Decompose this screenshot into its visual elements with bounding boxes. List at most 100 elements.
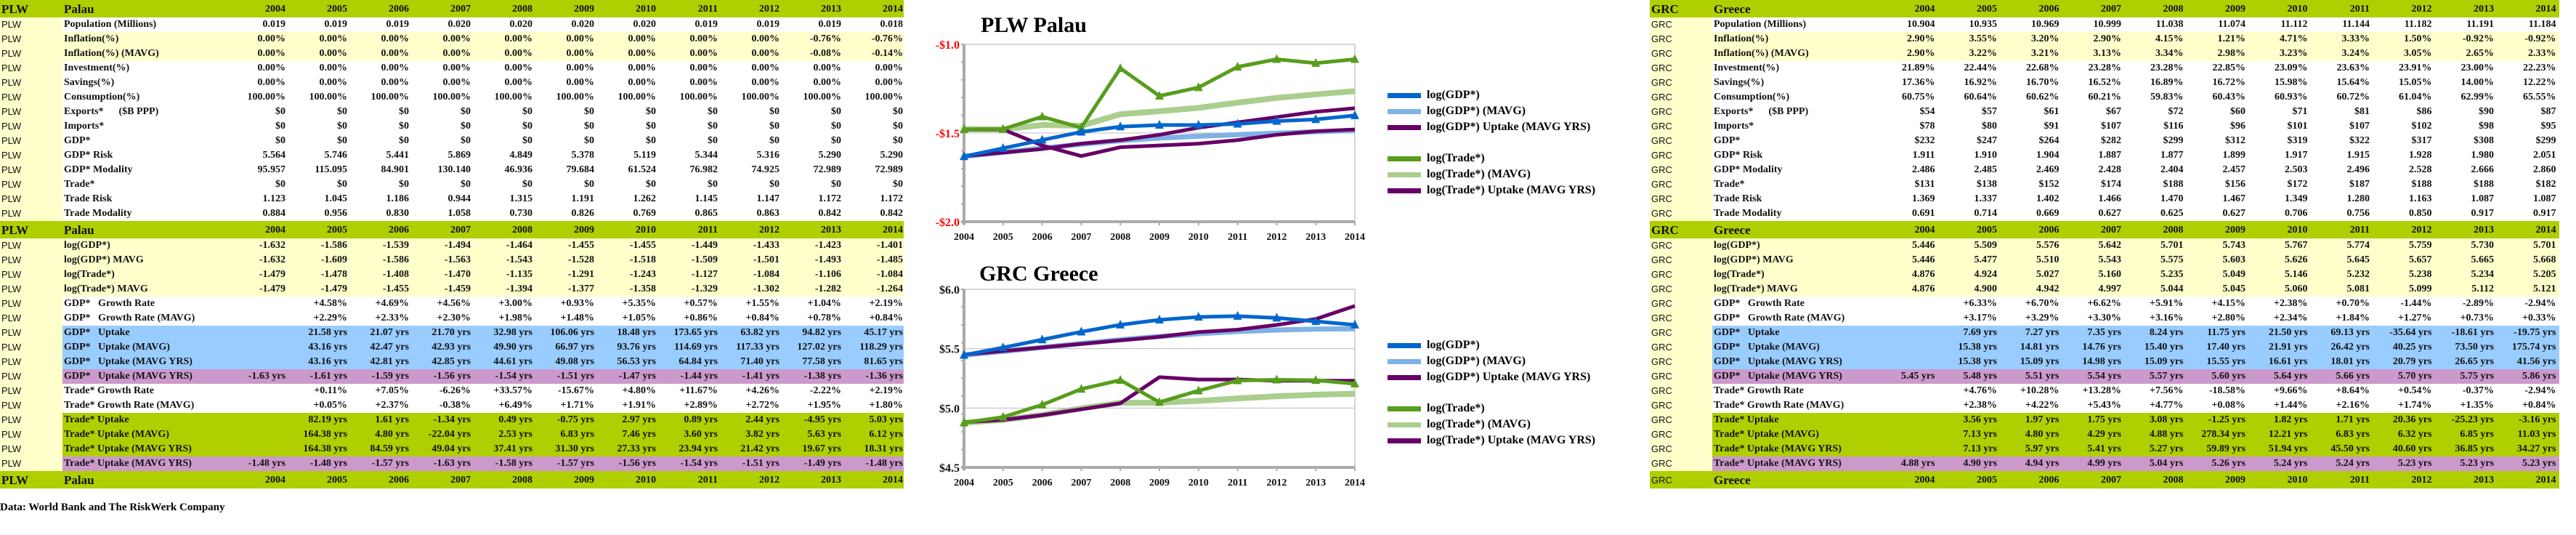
- year-header: 2014: [883, 225, 903, 236]
- table-row: PLW Trade* Uptake (MAVG YRS) -1.48 yrs -1.4…: [0, 456, 904, 471]
- value-cell: -1.455: [567, 240, 594, 251]
- value-cell: +6.33%: [1963, 298, 1997, 309]
- y-tick-label: $4.5: [939, 462, 960, 475]
- data-point-marker: [1116, 121, 1125, 131]
- value-cell: 4.99 yrs: [2087, 458, 2121, 469]
- value-cell: 1.172: [818, 193, 842, 204]
- value-cell: 100.00%: [803, 92, 842, 102]
- row-country-code: GRC: [1650, 61, 1712, 76]
- value-cell: +3.29%: [2025, 313, 2059, 323]
- value-cell: 5.027: [2036, 269, 2059, 280]
- table-row: GRC Investment(%) 21.89% 22.44% 22.68% 23.28%…: [1650, 61, 2559, 76]
- row-country-code: PLW: [0, 192, 62, 206]
- value-cell: $0: [893, 135, 903, 146]
- value-cell: $131: [1914, 179, 1935, 190]
- value-cell: $156: [2225, 179, 2245, 190]
- table-row: PLW GDP* Uptake (MAVG) 43.16 yrs 42.47 yrs 4…: [0, 340, 904, 355]
- row-label: log(Trade*): [1714, 269, 1765, 280]
- value-cell: 5.081: [2346, 283, 2370, 294]
- value-cell: +11.67%: [679, 385, 718, 396]
- value-cell: 0.00%: [751, 33, 780, 44]
- value-cell: 5.543: [2098, 254, 2122, 265]
- value-cell: 5.97 yrs: [2025, 443, 2059, 454]
- value-cell: 5.48 yrs: [1963, 371, 1997, 382]
- year-header: 2009: [574, 225, 594, 236]
- value-cell: 8.24 yrs: [2149, 327, 2184, 338]
- value-cell: 2.051: [2533, 150, 2556, 161]
- value-cell: 100.00%: [494, 92, 533, 102]
- table-row: PLW Trade Modality 0.884 0.956 0.830 1.058 0.7…: [0, 206, 904, 221]
- value-cell: 0.884: [262, 208, 286, 219]
- value-cell: $0: [584, 106, 594, 117]
- row-label: Trade* Uptake (MAVG): [64, 429, 169, 440]
- value-cell: 42.81 yrs: [370, 356, 409, 367]
- value-cell: $98: [2479, 121, 2494, 132]
- legend-swatch: [1388, 188, 1421, 193]
- value-cell: -0.92%: [2462, 33, 2494, 44]
- country-name: Greece: [1714, 2, 1751, 16]
- row-label: GDP*: [1714, 135, 1741, 146]
- value-cell: 22.85%: [2212, 63, 2246, 73]
- row-label: GDP* Uptake (MAVG YRS): [64, 371, 193, 382]
- value-cell: 0.019: [262, 19, 286, 30]
- value-cell: 5.657: [2409, 254, 2432, 265]
- y-tick-label: $5.0: [939, 403, 960, 415]
- value-cell: -1.518: [629, 254, 656, 265]
- row-label: Exports* ($B PPP): [64, 106, 159, 117]
- value-cell: 7.69 yrs: [1963, 327, 1997, 338]
- year-header: 2008: [2163, 475, 2184, 486]
- value-cell: [224, 297, 285, 311]
- value-cell: 5.049: [2222, 269, 2246, 280]
- value-cell: $0: [461, 121, 471, 132]
- table-row: GRC Trade Risk 1.369 1.337 1.402 1.466 1.470 1.…: [1650, 192, 2559, 206]
- value-cell: +5.43%: [2087, 400, 2121, 411]
- value-cell: 5.746: [324, 150, 348, 161]
- value-cell: +3.17%: [1963, 313, 1997, 323]
- value-cell: 0.00%: [442, 77, 471, 88]
- value-cell: $0: [275, 179, 285, 190]
- row-country-code: PLW: [0, 177, 62, 192]
- value-cell: -1.084: [753, 269, 779, 280]
- x-tick-label: 2014: [1345, 478, 1365, 488]
- table-row: GRC Trade* Uptake 3.56 yrs 1.97 yrs 1.75 yrs…: [1650, 413, 2559, 427]
- value-cell: 0.917: [2471, 208, 2495, 219]
- value-cell: $0: [399, 135, 409, 146]
- value-cell: 0.956: [324, 208, 348, 219]
- row-label: GDP* Growth Rate (MAVG): [64, 313, 195, 323]
- value-cell: +4.56%: [437, 298, 471, 309]
- row-country-code: GRC: [1650, 369, 1712, 384]
- row-country-code: GRC: [1650, 456, 1712, 471]
- value-cell: 0.018: [880, 19, 904, 30]
- data-point-marker: [1233, 375, 1242, 385]
- year-header: 2006: [389, 4, 409, 15]
- row-label: Trade Risk: [64, 193, 113, 204]
- value-cell: +10.28%: [2020, 385, 2059, 396]
- value-cell: $188: [2474, 179, 2494, 190]
- value-cell: +4.58%: [313, 298, 347, 309]
- value-cell: [1873, 442, 1935, 456]
- value-cell: 5.477: [1974, 254, 1998, 265]
- value-cell: -0.08%: [809, 48, 841, 59]
- country-name: Palau: [64, 2, 94, 16]
- value-cell: [1873, 413, 1935, 427]
- row-country-code: PLW: [0, 268, 62, 282]
- table-row: PLW Trade* $0 $0 $0 $0 $0 $0 $0 $0 $0 $0 $0: [0, 177, 904, 192]
- value-cell: 100.00%: [370, 92, 410, 102]
- table-row: GRC Exports* ($B PPP) $54 $57 $61 $67 $72 $60 $7…: [1650, 105, 2559, 119]
- value-cell: [1873, 297, 1935, 311]
- value-cell: 32.98 yrs: [493, 327, 532, 338]
- value-cell: $0: [831, 106, 841, 117]
- legend-item: log(Trade*) (MAVG): [1388, 417, 1595, 433]
- row-label: log(GDP*) MAVG: [1714, 254, 1794, 265]
- year-header: 2009: [2225, 225, 2245, 236]
- year-header: 2013: [821, 4, 841, 15]
- series-line-log-gdp-uptake-mavg-yrs-: [963, 304, 1356, 357]
- value-cell: 5.26 yrs: [2211, 458, 2245, 469]
- year-header: 2008: [2163, 225, 2184, 236]
- value-cell: 0.00%: [566, 33, 595, 44]
- value-cell: -0.14%: [871, 48, 903, 59]
- value-cell: 45.50 yrs: [2330, 443, 2370, 454]
- value-cell: 3.24%: [2341, 48, 2370, 59]
- value-cell: 4.876: [1912, 269, 1935, 280]
- data-point-marker: [1272, 313, 1281, 322]
